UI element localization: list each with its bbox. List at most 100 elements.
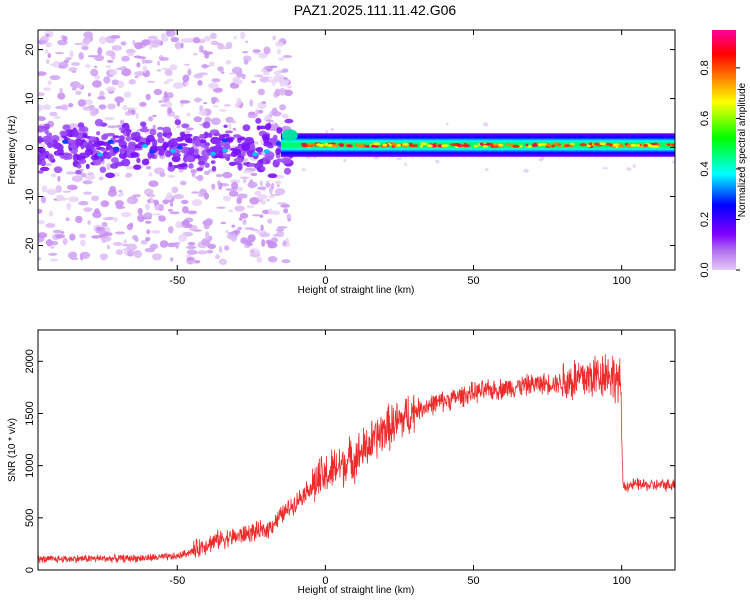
spectral-noise-blob: [238, 217, 243, 221]
spectral-noise-blob: [171, 186, 179, 194]
spectral-noise-blob: [269, 111, 273, 118]
spectral-noise-blob: [182, 130, 191, 133]
spectral-energy-blob: [141, 158, 150, 166]
spectral-noise-blob: [273, 233, 281, 237]
spectral-noise-blob: [38, 40, 48, 45]
signal-band-peak: [300, 142, 308, 146]
spectral-noise-blob: [103, 76, 111, 84]
spectral-energy-blob: [78, 126, 89, 133]
spectral-energy-blob: [276, 158, 283, 163]
spectral-energy-blob: [220, 141, 226, 147]
signal-band-peak: [323, 142, 329, 146]
spectral-energy-blob: [275, 148, 281, 155]
spectral-noise-blob: [484, 168, 489, 171]
spectral-noise-blob: [325, 129, 328, 134]
spectral-energy-blob: [114, 139, 124, 143]
spectral-energy-blob: [47, 142, 53, 149]
spectral-noise-blob: [226, 233, 233, 240]
signal-band-peak: [426, 144, 433, 148]
spectral-noise-blob: [83, 207, 93, 213]
spectral-energy-blob: [68, 144, 77, 149]
spectral-noise-blob: [201, 238, 211, 246]
spectral-noise-blob: [168, 226, 174, 234]
spectral-noise-blob: [170, 202, 173, 207]
spectral-noise-blob: [257, 194, 268, 200]
spectral-noise-blob: [75, 215, 83, 224]
x-tick-label: 100: [612, 275, 630, 287]
signal-band-peak: [546, 143, 552, 147]
spectral-noise-blob: [166, 192, 173, 201]
spectral-noise-blob: [62, 190, 72, 193]
spectral-noise-blob: [192, 37, 200, 44]
signal-band-peak: [479, 142, 484, 146]
spectral-noise-blob: [243, 59, 249, 65]
spectral-energy-blob: [38, 135, 43, 144]
spectral-noise-blob: [45, 33, 50, 37]
spectral-noise-blob: [94, 75, 101, 80]
spectral-noise-blob: [249, 100, 254, 107]
spectral-noise-blob: [126, 243, 137, 251]
spectral-energy-blob: [172, 152, 181, 158]
spectral-noise-blob: [94, 54, 105, 62]
spectral-energy-blob: [105, 172, 115, 179]
spectral-noise-blob: [115, 249, 124, 255]
spectral-energy-blob: [241, 143, 250, 152]
spectral-energy-blob: [233, 134, 241, 138]
spectral-noise-blob: [147, 35, 158, 40]
spectral-noise-blob: [104, 226, 111, 232]
spectral-energy-blob: [157, 137, 165, 144]
spectral-noise-blob: [197, 250, 208, 255]
spectral-noise-blob: [99, 253, 109, 260]
spectral-energy-blob: [139, 128, 150, 133]
spectral-energy-blob: [242, 124, 251, 132]
spectral-noise-blob: [268, 255, 278, 263]
spectral-energy-blob: [273, 134, 278, 141]
signal-band-peak: [563, 144, 571, 148]
spectral-energy-blob: [130, 144, 136, 151]
spectral-noise-blob: [283, 208, 289, 214]
spectral-noise-blob: [228, 209, 233, 212]
signal-band-peak: [579, 143, 587, 147]
spectral-noise-blob: [435, 159, 440, 164]
spectral-noise-blob: [179, 100, 191, 104]
spectral-noise-blob: [132, 194, 142, 198]
spectral-noise-blob: [111, 79, 120, 86]
spectral-noise-blob: [152, 114, 157, 118]
spectral-noise-blob: [275, 228, 285, 232]
spectral-noise-blob: [404, 162, 407, 167]
spectral-noise-blob: [104, 117, 115, 121]
signal-band-peak: [667, 143, 671, 147]
spectral-noise-blob: [220, 221, 226, 225]
spectral-noise-blob: [120, 41, 127, 46]
spectral-noise-blob: [117, 80, 125, 89]
spectral-noise-blob: [159, 172, 166, 178]
spectral-noise-blob: [87, 220, 91, 225]
spectral-energy-blob: [75, 169, 82, 175]
spectral-energy-blob: [199, 133, 206, 139]
spectral-noise-blob: [206, 249, 214, 254]
spectral-noise-blob: [38, 256, 42, 261]
spectral-noise-blob: [259, 76, 269, 83]
spectral-noise-blob: [247, 234, 256, 242]
signal-band-peak: [512, 144, 520, 148]
spectral-noise-blob: [94, 65, 98, 68]
spectral-noise-blob: [156, 69, 162, 72]
spectral-noise-blob: [229, 179, 241, 184]
spectral-noise-blob: [253, 52, 264, 55]
snr-frame: [37, 329, 676, 571]
spectral-peak-blob: [107, 139, 114, 144]
spectral-noise-blob: [79, 251, 91, 259]
spectral-noise-blob: [123, 91, 132, 98]
spectral-energy-blob: [38, 147, 46, 154]
spectral-noise-blob: [59, 87, 63, 95]
spectral-noise-blob: [278, 57, 285, 61]
spectral-noise-blob: [203, 35, 211, 42]
spectral-noise-blob: [166, 78, 174, 82]
spectral-noise-blob: [49, 111, 58, 117]
spectral-noise-blob: [125, 48, 136, 54]
signal-band-peak: [569, 144, 574, 148]
spectral-energy-blob: [162, 141, 169, 149]
spectral-noise-blob: [126, 107, 138, 110]
spectral-energy-blob: [71, 129, 80, 138]
signal-band-peak: [372, 142, 381, 146]
